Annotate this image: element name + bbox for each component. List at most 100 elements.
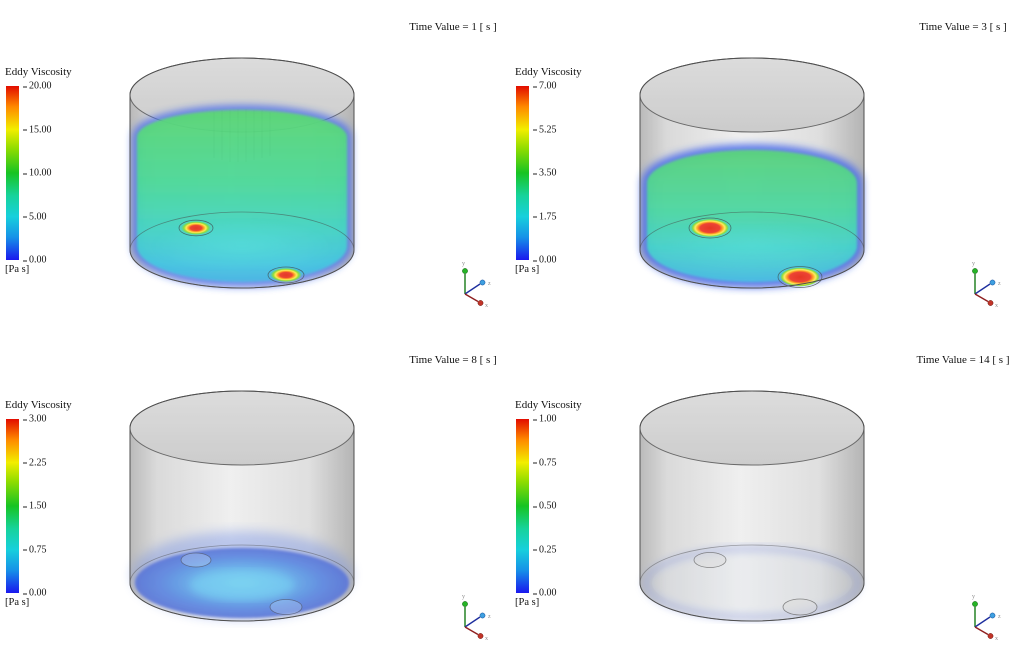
y-axis-label: y bbox=[462, 261, 465, 267]
colorbar: 3.00 2.25 1.50 0.75 0.00 bbox=[6, 414, 47, 599]
y-axis-label: y bbox=[972, 261, 975, 267]
panel-time-14s: Eddy Viscosity 1.00 0.75 0.50 0.25 0.00 … bbox=[510, 333, 1020, 664]
z-axis bbox=[974, 283, 991, 295]
axis-triad: y z x bbox=[972, 594, 1001, 641]
colorbar: 1.00 0.75 0.50 0.25 0.00 bbox=[516, 414, 557, 599]
colorbar-tick: 10.00 bbox=[23, 168, 52, 179]
colorbar-tick: 3.00 bbox=[23, 414, 47, 425]
legend-unit: [Pa s] bbox=[5, 264, 30, 275]
z-axis-ball bbox=[479, 612, 486, 619]
legend-unit: [Pa s] bbox=[515, 597, 540, 608]
legend-unit: [Pa s] bbox=[5, 597, 30, 608]
time-value-label: Time Value = 1 [ s ] bbox=[409, 21, 497, 33]
tank-outline bbox=[129, 390, 355, 622]
colorbar-legend: Eddy Viscosity 7.00 5.25 3.50 1.75 0.00 … bbox=[510, 0, 582, 290]
glass-overlay bbox=[640, 391, 864, 621]
floor-port-left bbox=[180, 552, 212, 568]
tank-render bbox=[129, 57, 355, 289]
z-axis bbox=[464, 283, 481, 295]
z-axis-label: z bbox=[488, 614, 491, 620]
x-axis bbox=[464, 626, 479, 636]
time-value-label: Time Value = 3 [ s ] bbox=[919, 21, 1007, 33]
colorbar-tick: 0.00 bbox=[23, 255, 47, 266]
colorbar-tick: 5.25 bbox=[533, 124, 557, 135]
tank-outline bbox=[639, 390, 865, 622]
hotspot-left bbox=[178, 219, 214, 237]
glass-overlay bbox=[130, 391, 354, 621]
axis-triad: y z x bbox=[972, 261, 1001, 308]
axis-triad: y z x bbox=[462, 261, 491, 308]
legend-unit: [Pa s] bbox=[515, 264, 540, 275]
tank-render bbox=[129, 390, 355, 622]
colorbar-tick: 20.00 bbox=[23, 81, 52, 92]
floor-port-right bbox=[269, 599, 303, 615]
colorbar-tick: 0.00 bbox=[533, 255, 557, 266]
colorbar-tick: 2.25 bbox=[23, 457, 47, 468]
z-axis-label: z bbox=[998, 281, 1001, 287]
floor-blue-ring bbox=[643, 546, 861, 620]
colorbar: 7.00 5.25 3.50 1.75 0.00 bbox=[516, 81, 557, 266]
hotspot-right bbox=[267, 266, 305, 284]
floor-port-right bbox=[782, 598, 818, 616]
floor-center-sheen bbox=[190, 570, 294, 600]
x-axis-ball bbox=[987, 633, 994, 639]
tank-outline bbox=[129, 57, 355, 289]
panel-time-1s: Eddy Viscosity 20.00 15.00 10.00 5.00 0.… bbox=[0, 0, 510, 332]
glass-overlay bbox=[130, 58, 354, 288]
colorbar-tick: 0.25 bbox=[533, 544, 557, 555]
z-axis bbox=[974, 616, 991, 628]
y-axis-ball bbox=[972, 268, 978, 274]
colorbar-legend: Eddy Viscosity 3.00 2.25 1.50 0.75 0.00 … bbox=[0, 333, 72, 623]
z-axis-ball bbox=[989, 279, 996, 286]
colorbar-tick: 0.00 bbox=[533, 588, 557, 599]
tank-render bbox=[639, 57, 865, 289]
x-axis bbox=[974, 293, 989, 303]
colorbar-tick: 1.75 bbox=[533, 211, 557, 222]
hotspot-right bbox=[777, 266, 823, 288]
x-axis-ball bbox=[477, 633, 484, 639]
y-axis-label: y bbox=[462, 594, 465, 600]
colorbar-tick: 7.00 bbox=[533, 81, 557, 92]
legend-title: Eddy Viscosity bbox=[5, 66, 72, 78]
mesh-streaks bbox=[213, 109, 271, 162]
colorbar-legend: Eddy Viscosity 1.00 0.75 0.50 0.25 0.00 … bbox=[510, 333, 582, 623]
glass-overlay bbox=[640, 58, 864, 288]
x-axis-label: x bbox=[485, 303, 488, 308]
x-axis-ball bbox=[987, 300, 994, 306]
y-axis-ball bbox=[462, 601, 468, 607]
y-axis-ball bbox=[462, 268, 468, 274]
legend-title: Eddy Viscosity bbox=[5, 399, 72, 411]
x-axis-ball bbox=[477, 300, 484, 306]
colorbar-tick: 3.50 bbox=[533, 168, 557, 179]
y-axis-label: y bbox=[972, 594, 975, 600]
floor-tint bbox=[652, 552, 852, 614]
colorbar: 20.00 15.00 10.00 5.00 0.00 bbox=[6, 81, 52, 266]
x-axis-label: x bbox=[995, 303, 998, 308]
colorbar-tick: 0.50 bbox=[533, 501, 557, 512]
colorbar-tick: 1.00 bbox=[533, 414, 557, 425]
colorbar-tick: 1.50 bbox=[23, 501, 47, 512]
time-value-label: Time Value = 8 [ s ] bbox=[409, 354, 497, 366]
colorbar-legend: Eddy Viscosity 20.00 15.00 10.00 5.00 0.… bbox=[0, 0, 72, 290]
colorbar-tick: 0.75 bbox=[23, 544, 47, 555]
colorbar-tick: 0.75 bbox=[533, 457, 557, 468]
z-axis-label: z bbox=[488, 281, 491, 287]
x-axis-label: x bbox=[485, 636, 488, 641]
x-axis bbox=[464, 293, 479, 303]
x-axis-label: x bbox=[995, 636, 998, 641]
x-axis bbox=[974, 626, 989, 636]
floor-port-left bbox=[693, 552, 727, 568]
colorbar-tick: 0.00 bbox=[23, 588, 47, 599]
z-axis-ball bbox=[989, 612, 996, 619]
colorbar-tick: 15.00 bbox=[23, 124, 52, 135]
panel-time-3s: Eddy Viscosity 7.00 5.25 3.50 1.75 0.00 … bbox=[510, 0, 1020, 332]
colorbar-tick: 5.00 bbox=[23, 211, 47, 222]
hotspot-left bbox=[688, 217, 732, 239]
z-axis-ball bbox=[479, 279, 486, 286]
tank-outline bbox=[639, 57, 865, 289]
z-axis-label: z bbox=[998, 614, 1001, 620]
legend-title: Eddy Viscosity bbox=[515, 66, 582, 78]
z-axis bbox=[464, 616, 481, 628]
tank-render bbox=[639, 390, 865, 622]
